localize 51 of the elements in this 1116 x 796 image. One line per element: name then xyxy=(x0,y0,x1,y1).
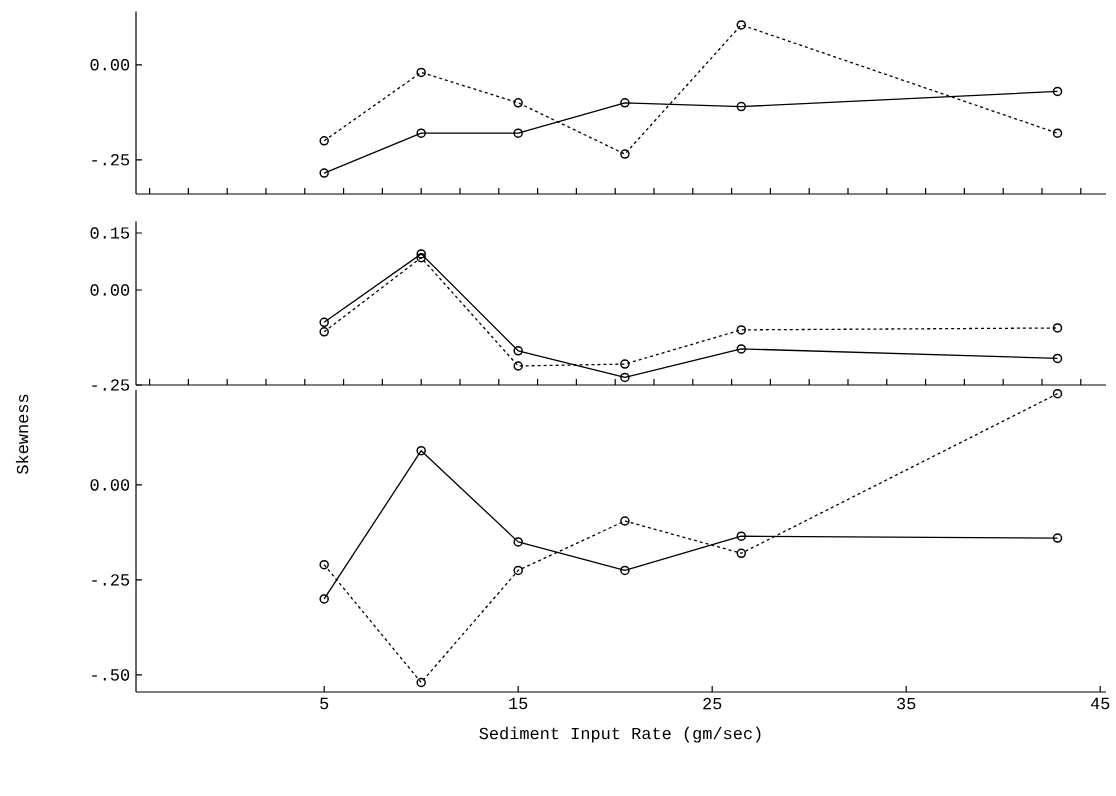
point xyxy=(513,128,523,138)
point xyxy=(416,445,426,456)
point xyxy=(1052,323,1063,333)
point xyxy=(620,98,630,108)
point xyxy=(1052,533,1063,543)
point xyxy=(319,594,329,604)
point xyxy=(319,168,329,178)
x-tick-label: 5 xyxy=(320,697,329,710)
point xyxy=(1052,86,1063,97)
point xyxy=(416,249,426,259)
point xyxy=(620,372,630,383)
point xyxy=(416,67,426,78)
point xyxy=(319,559,329,570)
y-tick-label: -.25 xyxy=(92,379,130,391)
point xyxy=(319,136,329,146)
point xyxy=(736,20,747,30)
point xyxy=(620,359,630,369)
point xyxy=(1052,128,1063,138)
point xyxy=(513,361,523,371)
point xyxy=(1052,388,1063,399)
y-tick-label: -.50 xyxy=(92,669,130,681)
point xyxy=(416,128,426,138)
y-tick-label: -.25 xyxy=(92,574,130,586)
y-tick-label: 0.00 xyxy=(90,479,130,491)
point xyxy=(620,565,630,576)
point xyxy=(736,101,747,112)
point xyxy=(736,344,747,354)
x-tick-label: 35 xyxy=(897,697,916,710)
point xyxy=(513,537,523,547)
point xyxy=(620,149,630,159)
point xyxy=(513,98,523,108)
point xyxy=(513,565,523,576)
y-tick-label: 0.00 xyxy=(90,59,130,71)
y-tick-label: 0.00 xyxy=(90,284,130,296)
y-axis-title: Skewness xyxy=(15,394,29,474)
point xyxy=(319,327,329,337)
point xyxy=(513,346,523,356)
y-tick-label: 0.15 xyxy=(90,227,130,239)
point xyxy=(736,548,747,559)
point xyxy=(736,531,747,541)
x-tick-label: 25 xyxy=(703,697,722,710)
point xyxy=(620,516,630,526)
x-axis-title: Sediment Input Rate (gm/sec) xyxy=(479,726,761,743)
y-tick-label: -.25 xyxy=(92,154,130,166)
x-tick-label: 15 xyxy=(509,697,528,710)
point xyxy=(736,325,747,335)
point xyxy=(416,677,426,688)
point xyxy=(319,317,329,328)
x-tick-label: 45 xyxy=(1090,697,1110,710)
point xyxy=(1052,353,1063,364)
point xyxy=(416,252,426,263)
